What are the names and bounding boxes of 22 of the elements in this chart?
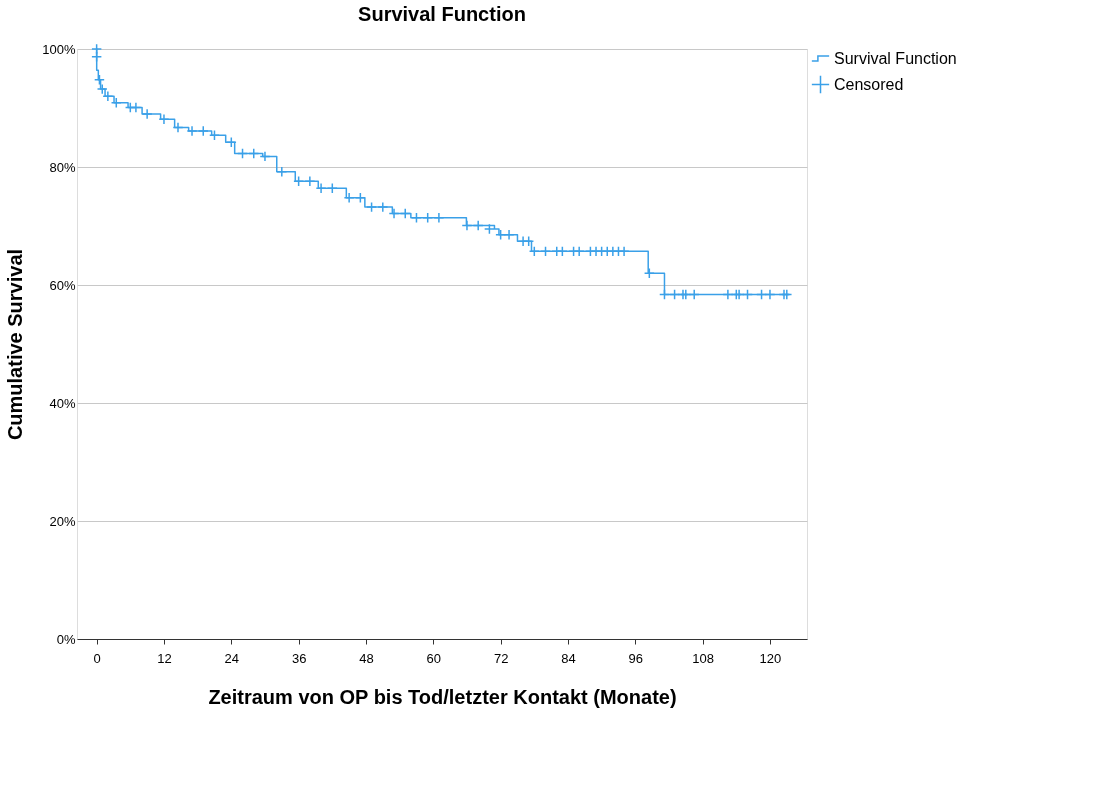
x-tick-label: 120 [759, 650, 782, 666]
y-tick-label: 60% [49, 277, 76, 293]
legend-label: Survival Function [834, 49, 957, 67]
y-tick-label: 0% [56, 631, 76, 647]
y-axis-title: Cumulative Survival [4, 248, 27, 441]
x-tick-label: 96 [628, 650, 644, 666]
y-tick-label: 80% [49, 159, 76, 175]
y-tick-label: 40% [49, 395, 76, 411]
x-tick-label: 36 [291, 650, 307, 666]
x-tick-label: 24 [224, 650, 240, 666]
y-tick-label: 20% [49, 513, 76, 529]
x-tick-label: 48 [359, 650, 374, 666]
chart-title: Survival Function [358, 3, 526, 26]
y-tick-label: 100% [42, 41, 76, 57]
x-tick-label: 84 [561, 650, 576, 666]
x-tick-label: 0 [93, 650, 101, 666]
x-axis-title: Zeitraum von OP bis Tod/letzter Kontakt (Monate) [208, 685, 677, 708]
x-tick-label: 60 [426, 650, 442, 666]
x-tick-label: 108 [692, 650, 714, 666]
x-tick-label: 72 [493, 650, 509, 666]
x-tick-label: 12 [157, 650, 172, 666]
legend-label: Censored [834, 75, 904, 93]
